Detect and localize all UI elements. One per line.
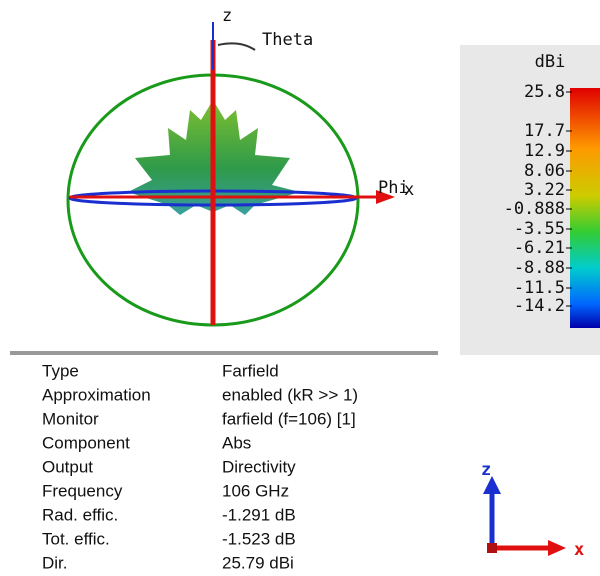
farfield-plot: z Theta Phi x xyxy=(68,6,414,325)
colorbar-gradient xyxy=(570,88,600,328)
row-value: -1.291 dB xyxy=(222,505,296,524)
colorbar-label: 17.7 xyxy=(524,121,565,141)
triad-origin xyxy=(487,543,497,553)
info-table: Type Farfield Approximation enabled (kR >> … xyxy=(10,353,438,572)
row-key: Component xyxy=(42,433,130,452)
row-key: Rad. effic. xyxy=(42,505,118,524)
colorbar: dBi 25.8 17.712.98.063.22-0.888-3.55-6.21… xyxy=(460,45,600,355)
colorbar-label: 12.9 xyxy=(524,141,565,161)
axis-label: Theta xyxy=(262,30,313,50)
triad-label: z xyxy=(481,460,491,480)
axis-label: z xyxy=(222,6,232,26)
row-key: Dir. xyxy=(42,553,68,572)
colorbar-label: -14.2 xyxy=(514,296,565,316)
row-value: farfield (f=106) [1] xyxy=(222,409,356,428)
farfield-view: z Theta Phi x dBi 25.8 17.712.98.063.22-0… xyxy=(0,0,600,576)
row-key: Type xyxy=(42,361,79,380)
row-key: Approximation xyxy=(42,385,151,404)
row-value: Abs xyxy=(222,433,251,452)
axis-label: x xyxy=(404,180,414,200)
colorbar-label: 25.8 xyxy=(524,82,565,102)
row-value: -1.523 dB xyxy=(222,529,296,548)
row-value: 25.79 dBi xyxy=(222,553,294,572)
triad-label: x xyxy=(574,540,584,560)
row-value: enabled (kR >> 1) xyxy=(222,385,358,404)
colorbar-label: -11.5 xyxy=(514,278,565,298)
row-value: Farfield xyxy=(222,361,279,380)
colorbar-title: dBi xyxy=(535,52,566,72)
colorbar-label: 8.06 xyxy=(524,161,565,181)
colorbar-label: -3.55 xyxy=(514,219,565,239)
theta-arrow xyxy=(218,43,255,50)
axes-triad: z x xyxy=(481,460,584,560)
row-key: Monitor xyxy=(42,409,99,428)
row-key: Output xyxy=(42,457,93,476)
colorbar-label: 3.22 xyxy=(524,180,565,200)
colorbar-label: -0.888 xyxy=(504,199,565,219)
row-value: 106 GHz xyxy=(222,481,289,500)
colorbar-label: -6.21 xyxy=(514,238,565,258)
colorbar-label: -8.88 xyxy=(514,258,565,278)
triad-x-arrow xyxy=(548,540,566,556)
row-value: Directivity xyxy=(222,457,296,476)
row-key: Tot. effic. xyxy=(42,529,110,548)
row-key: Frequency xyxy=(42,481,123,500)
